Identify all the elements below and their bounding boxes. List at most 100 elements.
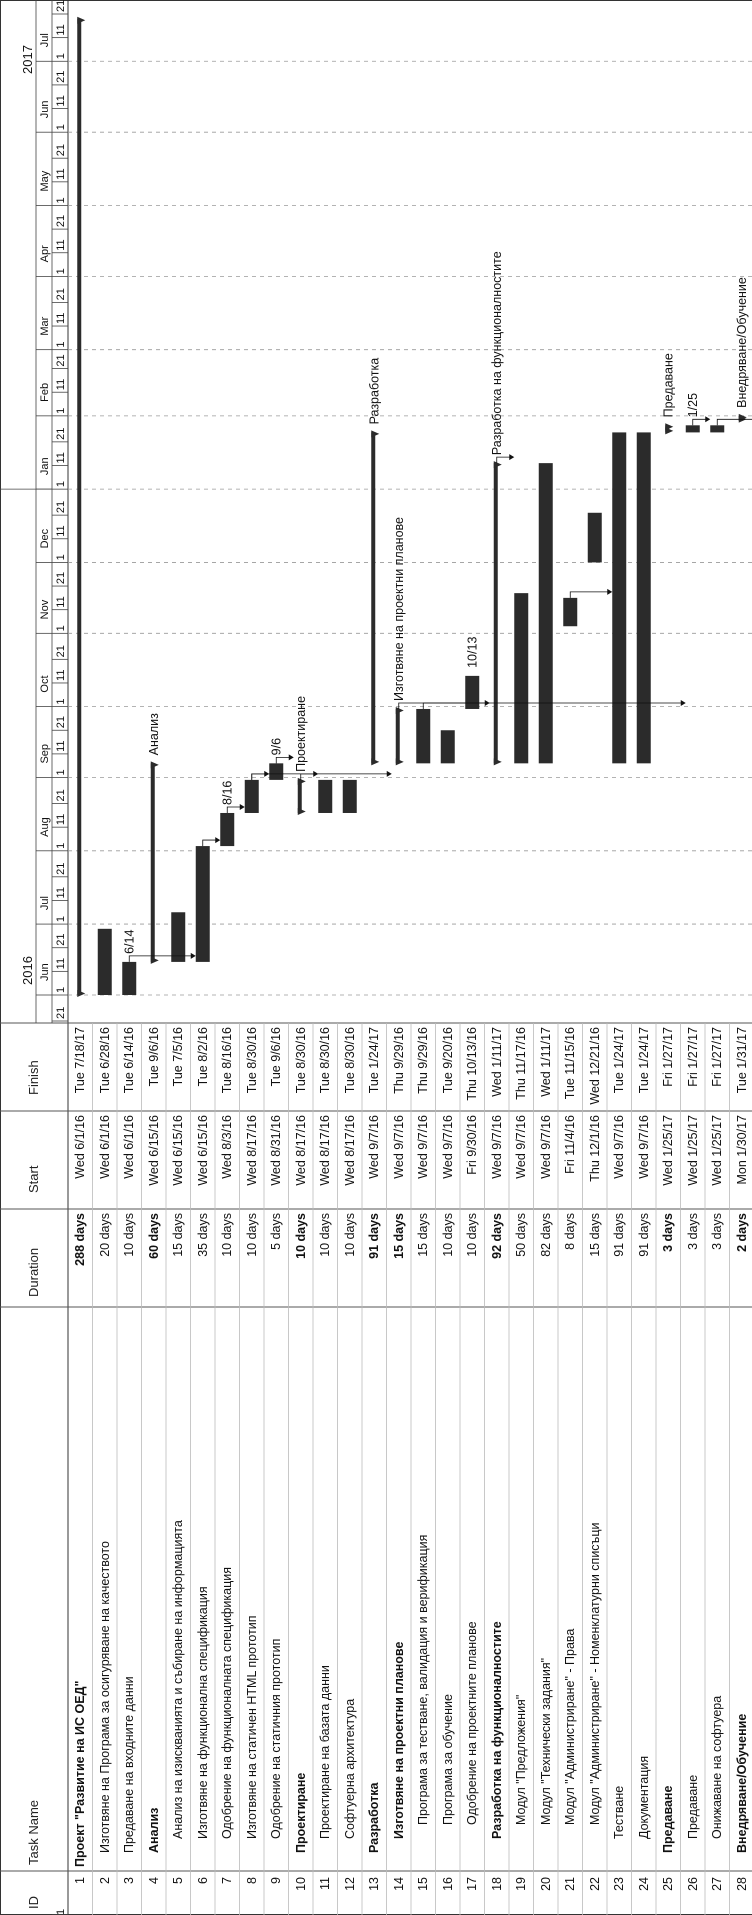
task-bar	[685, 425, 700, 433]
day-tick-label: 21	[55, 288, 67, 300]
task-bar	[538, 463, 553, 764]
dependency-link	[275, 756, 292, 764]
day-tick-label: 1	[55, 481, 67, 487]
year-label: 2016	[20, 956, 35, 985]
dependency-arrow	[239, 803, 245, 810]
day-tick-label: 1	[55, 625, 67, 631]
month-label: Apr	[39, 245, 51, 262]
dependency-link	[226, 806, 243, 813]
day-tick-label: 11	[55, 814, 67, 825]
task-bar	[416, 708, 431, 764]
day-tick-label: 21	[55, 501, 67, 513]
day-tick-label: 11	[55, 887, 67, 898]
month-label: Jun	[39, 963, 51, 981]
dependency-link	[300, 773, 390, 780]
day-tick-label: 21	[55, 354, 67, 366]
task-bar	[122, 961, 137, 995]
day-tick-label: 1	[55, 769, 67, 775]
day-tick-label: 1	[55, 987, 67, 993]
dependency-link	[398, 702, 684, 709]
day-tick-label: 11	[55, 740, 67, 751]
bar-label: 10/13	[465, 637, 479, 668]
summary-start-cap	[493, 758, 502, 766]
day-tick-label: 1	[55, 53, 67, 59]
bar-label: 8/16	[220, 781, 234, 805]
summary-bar	[77, 18, 82, 995]
bar-label: 9/6	[269, 738, 283, 755]
day-tick-label: 11	[55, 95, 67, 106]
bar-label: Внедряване/Обучение	[735, 277, 749, 408]
day-tick-label: 21	[55, 428, 67, 440]
month-label: Mar	[39, 316, 51, 335]
dependency-arrow	[288, 754, 294, 761]
task-bar	[563, 597, 578, 627]
task-bar	[636, 432, 651, 764]
summary-end-cap	[297, 777, 306, 785]
summary-start-cap	[150, 956, 159, 964]
task-bar	[195, 846, 210, 962]
bar-label: 6/14	[122, 930, 136, 954]
summary-end-cap	[371, 430, 380, 438]
summary-bar	[150, 763, 155, 962]
task-bar	[342, 779, 357, 813]
month-label: Dec	[39, 528, 51, 548]
dependency-arrow	[509, 454, 515, 461]
summary-start-cap	[395, 758, 404, 766]
task-bar	[171, 912, 186, 962]
day-tick-label: 11	[55, 670, 67, 681]
month-label: Jul	[39, 33, 51, 47]
summary-end-cap	[493, 461, 502, 469]
task-bar	[269, 763, 284, 780]
summary-start-cap	[371, 758, 380, 766]
bar-label: Предаване	[661, 353, 675, 417]
day-tick-label: 21	[55, 789, 67, 801]
summary-bar	[297, 779, 302, 813]
summary-end-cap	[395, 706, 404, 714]
day-tick-label: 11	[55, 24, 67, 35]
task-bar	[587, 512, 602, 563]
month-label: May	[39, 170, 51, 191]
day-tick-label: 1	[55, 342, 67, 348]
day-tick-label: 21	[55, 863, 67, 875]
day-tick-label: 21	[55, 572, 67, 584]
summary-bar	[371, 432, 376, 764]
task-bar	[710, 425, 725, 433]
day-tick-label: 21	[55, 144, 67, 156]
bar-label: Анализ	[147, 713, 161, 755]
day-tick-label: 21	[55, 0, 67, 12]
day-tick-label: 11	[55, 168, 67, 179]
task-bar	[440, 730, 455, 764]
task-bar	[514, 593, 529, 764]
day-tick-label: 1	[55, 1909, 67, 1915]
month-label: Jul	[39, 896, 51, 910]
dependency-arrow	[680, 699, 686, 706]
day-tick-label: 1	[55, 916, 67, 922]
task-bar	[97, 928, 112, 995]
dependency-link	[569, 591, 611, 598]
dependency-arrow	[705, 416, 711, 423]
day-tick-label: 21	[55, 215, 67, 227]
dependency-link	[692, 418, 709, 426]
month-label: Oct	[39, 675, 51, 692]
day-tick-label: 11	[55, 379, 67, 390]
day-tick-label: 11	[55, 958, 67, 969]
bar-label: Изготвяне на проектни планове	[392, 517, 406, 701]
day-tick-label: 21	[55, 645, 67, 657]
day-tick-label: 21	[55, 716, 67, 728]
summary-bar	[493, 463, 498, 764]
task-bar	[220, 812, 235, 847]
month-label: Aug	[39, 817, 51, 837]
day-tick-label: 1	[55, 408, 67, 414]
dependency-arrow	[190, 952, 196, 959]
day-tick-label: 21	[55, 1007, 67, 1019]
dependency-link	[716, 418, 752, 426]
summary-end-cap	[150, 761, 159, 769]
task-bar	[318, 779, 333, 813]
day-tick-label: 11	[55, 239, 67, 250]
day-tick-label: 1	[55, 268, 67, 274]
dependency-link	[128, 955, 194, 962]
day-tick-label: 21	[55, 71, 67, 83]
month-label: Jun	[39, 100, 51, 118]
